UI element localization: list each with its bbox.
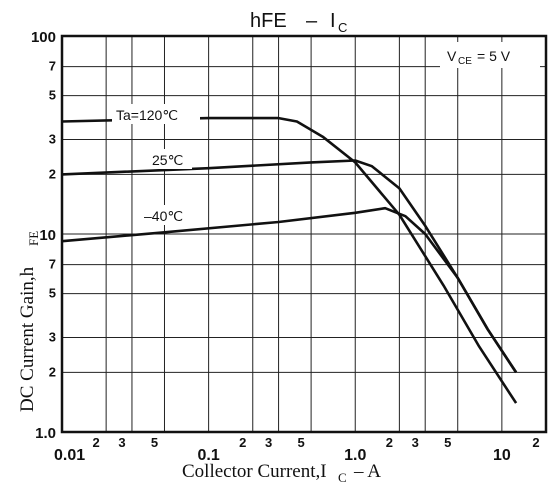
chart-title-main: hFE: [250, 10, 287, 32]
chart-title-var: I: [330, 10, 336, 32]
series-label-ta120: Ta=120℃: [116, 107, 178, 123]
y-axis-label-main: DC Current Gain,h: [17, 266, 38, 412]
y-tick-label-4: 7: [49, 257, 56, 272]
condition-box: [440, 42, 540, 68]
x-tick-label-1: 2: [93, 435, 100, 450]
y-tick-label-5: 10: [39, 227, 56, 244]
series-line-2: [61, 206, 518, 374]
series-line-0: [61, 116, 518, 404]
vce-condition-label: V CE = 5 V: [440, 42, 540, 68]
x-tick-label-2: 3: [118, 435, 125, 450]
y-tick-label-3: 5: [49, 286, 56, 301]
x-tick-label-5: 2: [239, 435, 246, 450]
x-tick-label-3: 5: [151, 435, 158, 450]
y-tick-label-0: 1.0: [35, 425, 56, 442]
y-tick-label-7: 3: [49, 132, 56, 147]
x-tick-label-12: 10: [493, 447, 511, 464]
series-labels: Ta=120℃ 25℃ –40℃: [112, 104, 200, 225]
chart-title: hFE – I C: [250, 10, 347, 35]
x-tick-label-6: 3: [265, 435, 272, 450]
condition-value: = 5 V: [477, 48, 511, 64]
x-tick-label-11: 5: [444, 435, 451, 450]
x-tick-label-7: 5: [297, 435, 304, 450]
plot-frame: [60, 34, 548, 434]
x-tick-label-10: 3: [412, 435, 419, 450]
x-tick-label-13: 2: [532, 435, 539, 450]
y-axis-label: DC Current Gain,h FE: [17, 231, 41, 412]
y-tick-label-8: 5: [49, 88, 56, 103]
series-label-minus40c: –40℃: [144, 208, 183, 224]
chart-title-var-sub: C: [338, 20, 347, 35]
x-tick-label-0: 0.01: [54, 447, 85, 464]
y-axis-label-sub: FE: [26, 231, 41, 246]
y-tick-label-9: 7: [49, 59, 56, 74]
x-axis-label-main: Collector Current,I: [182, 461, 327, 482]
y-tick-label-6: 2: [49, 166, 56, 181]
y-tick-label-1: 2: [49, 364, 56, 379]
condition-sub: CE: [458, 56, 472, 67]
condition-main: V: [447, 48, 457, 64]
series-curves: [61, 116, 518, 404]
x-tick-label-8: 1.0: [344, 447, 366, 464]
y-tick-label-10: 100: [31, 29, 56, 46]
tick-labels: 0.01 2 3 5 0.1 2 3 5 1.0 2 3 5 10 2 1.0 2 3 5 7 10 2 3 5 7 100: [31, 29, 540, 464]
x-axis-label-unit: – A: [353, 461, 381, 482]
x-tick-label-4: 0.1: [197, 447, 219, 464]
x-tick-label-9: 2: [386, 435, 393, 450]
x-axis-label: Collector Current,I C – A: [182, 461, 381, 485]
y-tick-label-2: 3: [49, 330, 56, 345]
series-label-25c: 25℃: [152, 152, 183, 168]
x-axis-label-sub: C: [338, 470, 347, 485]
chart-title-dash: –: [306, 10, 318, 32]
